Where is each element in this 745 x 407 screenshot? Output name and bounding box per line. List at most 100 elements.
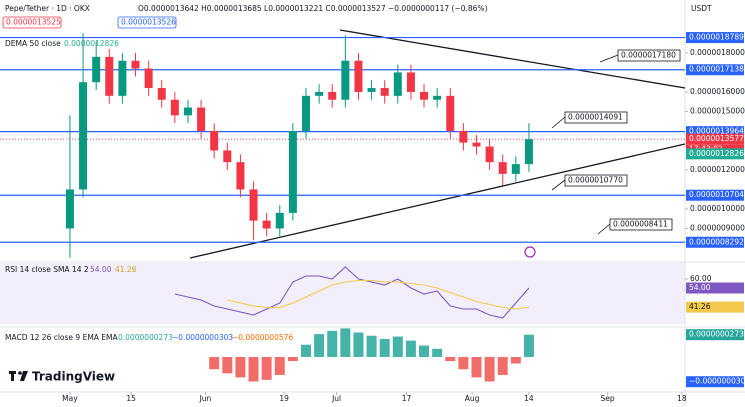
level-badge: 0.0000017138 — [689, 65, 744, 74]
rsi-line — [227, 279, 529, 310]
macd-bar — [379, 339, 390, 357]
candle-body — [197, 107, 206, 131]
macd-bar — [497, 356, 508, 375]
candle-body — [420, 91, 429, 100]
level-badge: 0.0000008292 — [689, 237, 744, 246]
sell-box[interactable] — [2, 16, 62, 29]
indicator-label: DEMA 50 close — [5, 39, 61, 48]
x-tick-label: 15 — [126, 394, 136, 403]
macd-bar — [274, 356, 285, 375]
rsi-label: RSI 14 close SMA 14 2 — [5, 265, 89, 274]
x-tick-label: Jul — [331, 394, 341, 403]
macd-bar — [484, 356, 495, 382]
trend-line — [189, 143, 686, 259]
plot — [0, 33, 685, 258]
sell-price[interactable]: 0.0000013525 — [6, 18, 61, 27]
macd-signal-badge-bg — [686, 376, 744, 388]
rsi-tick-label: 60.00 — [690, 274, 712, 283]
y-tick-label: 0.0000009000 — [690, 223, 745, 232]
level-badge: 0.0000010704 — [689, 190, 744, 199]
x-tick-label: Jun — [199, 394, 212, 403]
y-tick-label: 0.0000010000 — [690, 204, 745, 213]
macd-bar — [353, 332, 364, 357]
rsi-band — [0, 263, 685, 324]
macd-bar — [392, 336, 403, 357]
x-tick-label: Aug — [465, 394, 480, 403]
candle-body — [498, 162, 507, 174]
branding: TradingView — [32, 370, 115, 384]
event-icon[interactable] — [524, 246, 536, 258]
macd-bar — [261, 356, 272, 380]
candle-body — [459, 130, 468, 143]
macd-signal-value: −0.0000000303 — [172, 333, 233, 342]
macd-bar — [248, 356, 259, 382]
macd-bar — [300, 344, 311, 357]
candle-body — [354, 60, 363, 92]
callout-box — [564, 174, 628, 187]
macd-value: 0.0000000273 — [118, 333, 173, 342]
x-tick-label: May — [62, 394, 78, 403]
buy-price[interactable]: 0.0000013526 — [121, 18, 176, 27]
candle-body — [210, 130, 219, 151]
last-price-badge: 0.0000013577 — [689, 134, 744, 143]
callout-label: 0.0000010770 — [568, 176, 623, 185]
x-tick-label: 17 — [402, 394, 412, 403]
candle-body — [472, 142, 481, 147]
candle-body — [406, 72, 415, 92]
candle-body — [433, 95, 442, 100]
callout-leader — [599, 54, 619, 63]
level-badge-bg — [686, 126, 744, 138]
candle-body — [249, 189, 258, 221]
x-tick-label: 19 — [279, 394, 289, 403]
callout-box — [609, 218, 673, 231]
ohlc-readout: O0.0000013642 H0.0000013685 L0.000001322… — [138, 4, 488, 13]
candle-body — [79, 82, 88, 190]
rsi-badge: 54.00 — [689, 283, 711, 292]
callout-box — [564, 111, 628, 124]
candle-body — [144, 68, 153, 89]
candle-body — [315, 91, 324, 96]
y-tick-label: 0.0000015000 — [690, 106, 745, 115]
candle-body — [118, 60, 127, 96]
currency: USDT — [691, 4, 712, 13]
symbol-title: Pepe/Tether · 1D · OKX — [5, 4, 90, 13]
callout-leader — [597, 223, 611, 235]
rsi-line — [174, 266, 530, 319]
candle-body — [236, 162, 245, 190]
candle-body — [288, 130, 297, 213]
level-badge-bg — [686, 236, 744, 248]
callout-leader — [551, 179, 566, 191]
macd-bar — [419, 345, 430, 357]
rsi-badge-bg — [686, 301, 744, 313]
callout-label: 0.0000008411 — [613, 220, 668, 229]
level-badge-bg — [686, 32, 744, 44]
logo-mark — [18, 371, 22, 375]
macd-signal-badge: −0.0000000303 — [689, 377, 745, 386]
indicator-badge-bg — [686, 148, 744, 160]
level-badge: 0.0000013964 — [689, 127, 744, 136]
macd-bar — [340, 328, 351, 357]
logo-mark — [20, 371, 28, 381]
buy-box[interactable] — [117, 16, 177, 29]
indicator-value: 0.0000012826 — [64, 39, 119, 48]
candle-body — [105, 56, 114, 96]
callout-box — [617, 49, 681, 62]
macd-badge-bg — [686, 329, 744, 341]
macd-bar — [445, 356, 456, 362]
rsi-badge: 41.26 — [689, 302, 711, 311]
macd-label: MACD 12 26 close 9 EMA EMA — [5, 333, 119, 342]
candle-body — [485, 146, 494, 163]
indicator-badge: 0.0000012826 — [689, 149, 744, 158]
macd-bar — [314, 334, 325, 357]
candle-body — [380, 88, 389, 96]
candle-body — [275, 212, 284, 229]
candle-body — [170, 99, 179, 116]
macd-bar — [458, 356, 469, 370]
rsi-value: 54.00 — [90, 265, 112, 274]
candle-body — [301, 95, 310, 131]
macd-bar — [432, 348, 443, 357]
macd-bar — [287, 356, 298, 362]
y-tick-label: 0.0000012000 — [690, 165, 745, 174]
